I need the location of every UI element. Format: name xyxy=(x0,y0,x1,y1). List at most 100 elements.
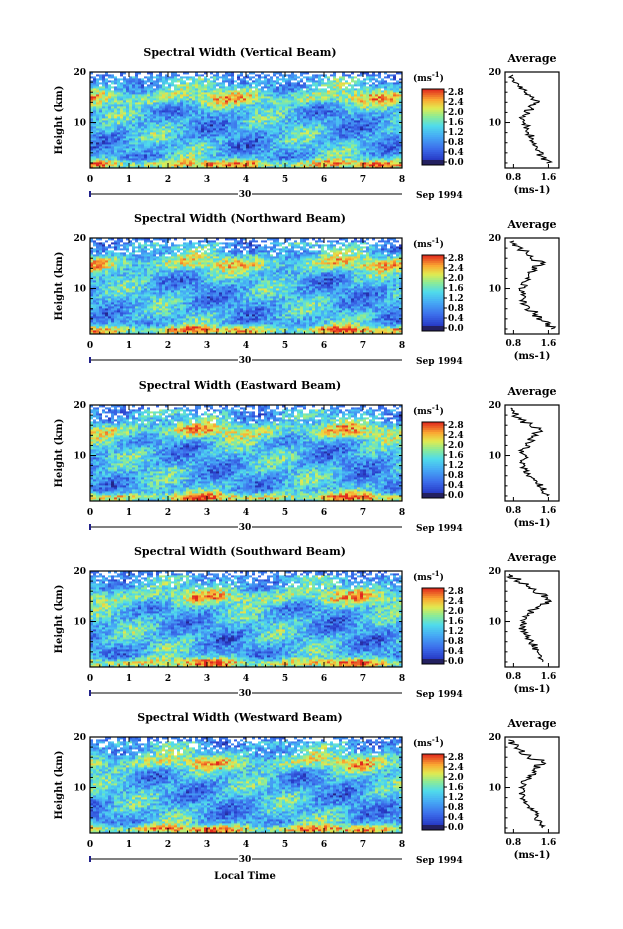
profile-y-tick-label: 10 xyxy=(488,285,501,295)
profile-frame xyxy=(504,570,560,668)
y-tick-label: 20 xyxy=(73,234,86,244)
y-tick-label: 20 xyxy=(73,401,86,411)
panel-1: Spectral Width (Vertical Beam) 0 1 2 3 4 5 6 7 8 1… xyxy=(54,46,560,201)
y-axis-label: Height (km) xyxy=(54,419,65,488)
x-tick-label: 2 xyxy=(165,840,171,850)
x-tick-label: 5 xyxy=(282,840,288,850)
colorbar-tick-label: 0.4 xyxy=(448,314,464,324)
colorbar-tick-label: 2.4 xyxy=(448,431,464,441)
colorbar-nodata xyxy=(422,659,444,664)
y-tick-label: 10 xyxy=(73,452,86,462)
date-tick-label: 30 xyxy=(239,190,252,200)
colorbar-tick-label: 0.0 xyxy=(448,823,464,833)
x-tick-label: 8 xyxy=(399,175,405,185)
x-tick-label: 6 xyxy=(321,508,327,518)
x-tick-label: 5 xyxy=(282,508,288,518)
colorbar-tick-label: 0.0 xyxy=(448,158,464,168)
profile-x-label: (ms-1) xyxy=(514,850,551,861)
x-tick-label: 2 xyxy=(165,341,171,351)
date-suffix-label: Sep 1994 xyxy=(416,191,463,201)
colorbar-tick-label: 2.4 xyxy=(448,98,464,108)
colorbar: 0.00.40.81.21.62.02.42.8 xyxy=(421,88,464,168)
colorbar-tick-label: 1.6 xyxy=(448,451,464,461)
heatmap xyxy=(90,405,403,502)
y-tick-label: 20 xyxy=(73,567,86,577)
profile-x-tick-label: 1.6 xyxy=(541,173,557,183)
x-tick-label: 3 xyxy=(204,508,210,518)
colorbar-tick-label: 1.2 xyxy=(448,461,464,471)
x-tick-label: 0 xyxy=(87,674,93,684)
profile-y-tick-label: 20 xyxy=(488,401,501,411)
colorbar-tick-label: 0.4 xyxy=(448,813,464,823)
colorbar: 0.00.40.81.21.62.02.42.8 xyxy=(421,753,464,833)
colorbar-tick-label: 2.8 xyxy=(448,753,464,763)
colorbar-tick-label: 0.0 xyxy=(448,657,464,667)
x-tick-label: 4 xyxy=(243,175,249,185)
colorbar-tick-label: 0.4 xyxy=(448,647,464,657)
date-suffix-label: Sep 1994 xyxy=(416,856,463,866)
x-tick-label: 0 xyxy=(87,840,93,850)
x-tick-label: 3 xyxy=(204,341,210,351)
heatmap xyxy=(90,571,403,668)
x-tick-label: 6 xyxy=(321,840,327,850)
colorbar-unit: (ms-1) xyxy=(413,569,444,583)
x-tick-label: 7 xyxy=(360,674,366,684)
profile-y-tick-label: 20 xyxy=(488,733,501,743)
profile-line xyxy=(507,74,554,164)
profile-y-tick-label: 20 xyxy=(488,68,501,78)
colorbar-tick-label: 0.8 xyxy=(448,803,464,813)
x-tick-label: 4 xyxy=(243,508,249,518)
colorbar: 0.00.40.81.21.62.02.42.8 xyxy=(421,254,464,334)
panel-3: Spectral Width (Eastward Beam) 0 1 2 3 4 5 6 7 8 1… xyxy=(54,379,560,534)
heatmap xyxy=(90,737,403,834)
profile-title: Average xyxy=(506,717,556,730)
colorbar-unit: (ms-1) xyxy=(413,70,444,84)
y-tick-label: 20 xyxy=(73,68,86,78)
colorbar-tick-label: 0.8 xyxy=(448,471,464,481)
profile-line xyxy=(505,573,553,663)
y-axis-label: Height (km) xyxy=(54,585,65,654)
profile-y-tick-label: 20 xyxy=(488,234,501,244)
colorbar-tick-label: 0.8 xyxy=(448,304,464,314)
x-tick-label: 1 xyxy=(126,508,132,518)
profile-frame xyxy=(504,736,560,834)
colorbar-tick-label: 2.8 xyxy=(448,254,464,264)
y-axis-label: Height (km) xyxy=(54,751,65,820)
colorbar-tick-label: 1.2 xyxy=(448,627,464,637)
x-tick-label: 2 xyxy=(165,175,171,185)
x-tick-label: 5 xyxy=(282,341,288,351)
colorbar-unit: (ms-1) xyxy=(413,735,444,749)
chart-title: Spectral Width (Vertical Beam) xyxy=(143,46,336,59)
profile-line xyxy=(508,739,547,829)
colorbar-tick-label: 2.8 xyxy=(448,587,464,597)
profile-x-tick-label: 1.6 xyxy=(541,506,557,516)
profile-line xyxy=(509,240,557,330)
x-tick-label: 6 xyxy=(321,674,327,684)
profile-frame xyxy=(504,404,560,502)
date-tick-label: 30 xyxy=(239,855,252,865)
x-tick-label: 8 xyxy=(399,674,405,684)
date-suffix-label: Sep 1994 xyxy=(416,524,463,534)
colorbar: 0.00.40.81.21.62.02.42.8 xyxy=(421,421,464,501)
colorbar-tick-label: 2.0 xyxy=(448,607,464,617)
x-tick-label: 4 xyxy=(243,341,249,351)
x-tick-label: 3 xyxy=(204,175,210,185)
panel-4: Spectral Width (Southward Beam) 0 1 2 3 4 5 6 7 8… xyxy=(54,545,560,700)
x-tick-label: 0 xyxy=(87,341,93,351)
profile-title: Average xyxy=(506,551,556,564)
x-tick-label: 8 xyxy=(399,341,405,351)
x-tick-label: 0 xyxy=(87,508,93,518)
colorbar-tick-label: 2.8 xyxy=(448,421,464,431)
profile-x-tick-label: 0.8 xyxy=(506,506,522,516)
profile-x-tick-label: 0.8 xyxy=(506,838,522,848)
colorbar-frame xyxy=(421,753,445,831)
profile-title: Average xyxy=(506,385,556,398)
date-suffix-label: Sep 1994 xyxy=(416,357,463,367)
colorbar-tick-label: 0.0 xyxy=(448,324,464,334)
x-tick-label: 0 xyxy=(87,175,93,185)
colorbar: 0.00.40.81.21.62.02.42.8 xyxy=(421,587,464,667)
profile-title: Average xyxy=(506,52,556,65)
colorbar-tick-label: 0.8 xyxy=(448,637,464,647)
panel-5: Spectral Width (Westward Beam) 0 1 2 3 4 5 6 7 8 1… xyxy=(54,711,560,866)
